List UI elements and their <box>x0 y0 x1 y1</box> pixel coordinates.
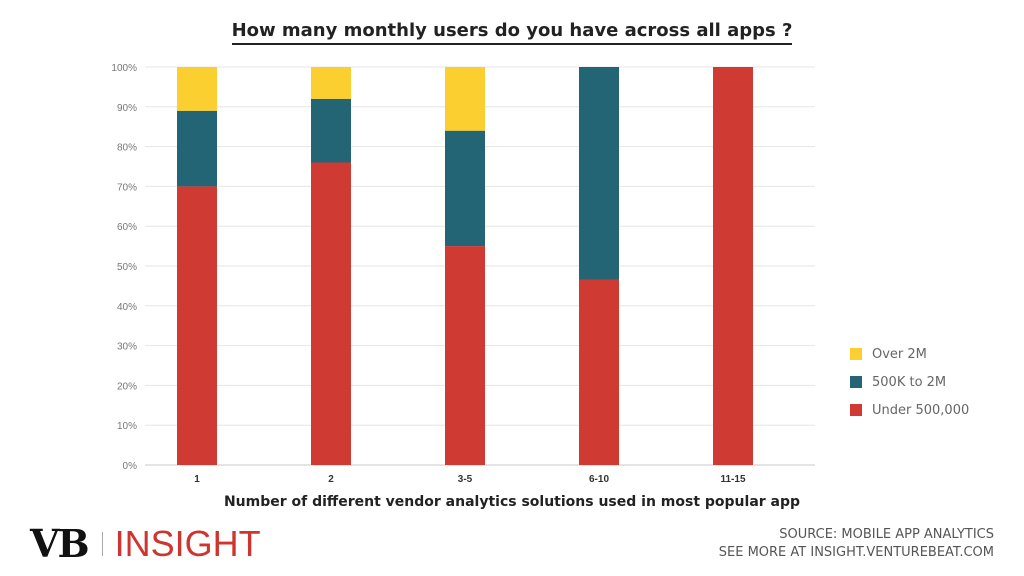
x-tick-label: 1 <box>194 474 200 485</box>
y-tick-label: 20% <box>117 381 137 392</box>
y-tick-label: 60% <box>117 222 137 233</box>
legend-swatch <box>850 376 862 388</box>
bar-segment <box>445 130 485 247</box>
logo-divider <box>101 532 103 556</box>
see-more-line: SEE MORE AT INSIGHT.VENTUREBEAT.COM <box>718 545 994 560</box>
bar-segment <box>177 110 217 187</box>
source-note: SOURCE: MOBILE APP ANALYTICS SEE MORE AT… <box>719 526 994 562</box>
bar-segment <box>311 67 351 99</box>
y-tick-label: 10% <box>117 421 137 432</box>
y-tick-label: 100% <box>111 63 137 74</box>
bar-segment <box>579 279 619 465</box>
y-tick-label: 30% <box>117 342 137 353</box>
legend-item: Over 2M <box>850 340 969 368</box>
x-tick-label: 2 <box>328 474 334 485</box>
legend-item: 500K to 2M <box>850 368 969 396</box>
x-tick-label: 3-5 <box>458 474 473 485</box>
legend-label: 500K to 2M <box>872 374 947 390</box>
vb-insight-logo: VB INSIGHT <box>30 524 261 564</box>
y-tick-label: 40% <box>117 302 137 313</box>
bar-segment <box>311 162 351 465</box>
legend-swatch <box>850 348 862 360</box>
x-axis-label: Number of different vendor analytics sol… <box>223 494 801 510</box>
y-tick-label: 0% <box>123 461 138 472</box>
x-tick-label: 11-15 <box>720 474 745 485</box>
legend-item: Under 500,000 <box>850 396 969 424</box>
y-tick-label: 80% <box>117 143 137 154</box>
chart-legend: Over 2M 500K to 2M Under 500,000 <box>850 340 969 424</box>
source-line: SOURCE: MOBILE APP ANALYTICS <box>779 527 994 542</box>
chart-title-text: How many monthly users do you have acros… <box>231 20 793 45</box>
bar-segment <box>177 67 217 111</box>
y-tick-label: 70% <box>117 182 137 193</box>
bar-segment <box>445 67 485 131</box>
bar-segment <box>177 186 217 465</box>
logo-vb: VB <box>30 521 90 566</box>
x-tick-label: 6-10 <box>589 474 609 485</box>
y-tick-label: 90% <box>117 103 137 114</box>
legend-label: Under 500,000 <box>872 402 970 418</box>
chart-title: How many monthly users do you have acros… <box>0 20 1024 45</box>
y-tick-label: 50% <box>117 262 137 273</box>
logo-insight: INSIGHT <box>114 523 261 564</box>
bar-segment <box>311 98 351 163</box>
bar-segment <box>579 67 619 280</box>
bar-segment <box>713 67 753 465</box>
legend-swatch <box>850 404 862 416</box>
legend-label: Over 2M <box>872 346 927 362</box>
bar-segment <box>445 246 485 465</box>
